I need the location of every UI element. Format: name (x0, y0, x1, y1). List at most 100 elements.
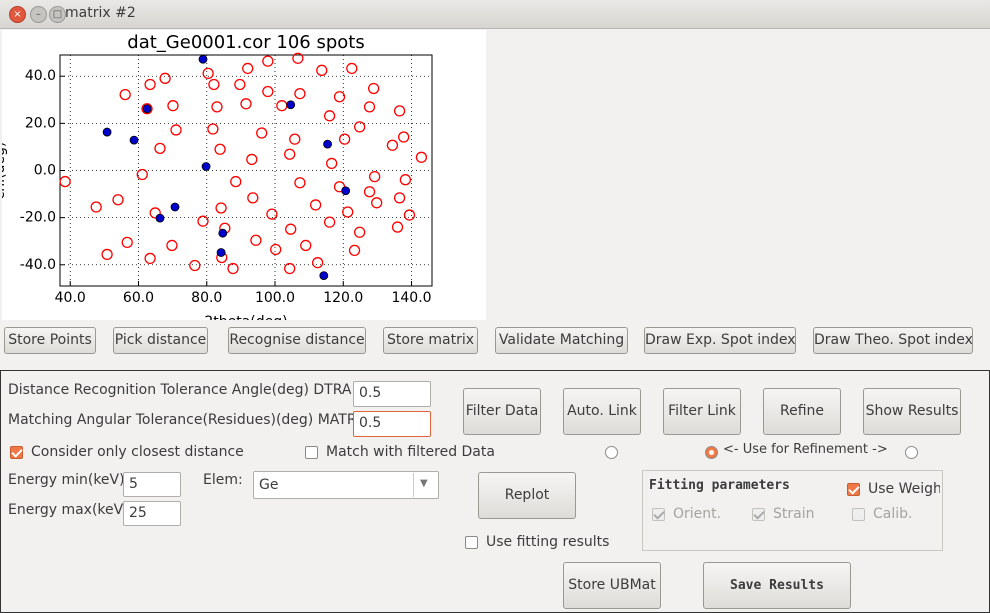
checkbox-label: Consider only closest distance (31, 444, 244, 460)
button[interactable]: Filter Link (663, 388, 741, 435)
emax-spinbox[interactable]: 25 (123, 501, 181, 526)
combo-arrow: ▼ (420, 478, 428, 489)
minimize-button[interactable]: – (30, 6, 47, 23)
data-point (129, 135, 139, 145)
data-point (216, 248, 226, 257)
close-button[interactable]: × (9, 6, 26, 23)
data-point (284, 262, 296, 275)
data-point (159, 72, 171, 84)
data-point (112, 194, 124, 206)
data-point (189, 259, 201, 272)
data-point (393, 105, 406, 117)
button[interactable]: Store Points (4, 327, 96, 354)
checkbox-label: Calib. (873, 506, 913, 522)
checkbox-label: Use Weights (868, 481, 940, 497)
data-point (289, 133, 301, 145)
data-point (59, 175, 71, 188)
data-point (256, 127, 268, 139)
data-point (250, 234, 262, 246)
radio[interactable] (605, 446, 618, 459)
x-tick-label: 60.0 (123, 290, 154, 306)
dtra-input[interactable]: 0.5 (353, 381, 431, 407)
checkbox[interactable] (305, 446, 318, 459)
button[interactable]: Validate Matching (495, 327, 628, 354)
y-axis-label: chi(deg) (2, 142, 8, 200)
checkbox-label: Match with filtered Data (326, 444, 495, 460)
data-point (348, 244, 361, 257)
data-point (230, 175, 242, 188)
button[interactable]: Filter Data (463, 388, 541, 435)
checkbox (852, 508, 865, 521)
data-point (141, 103, 153, 115)
elem-combobox[interactable]: Ge (253, 471, 439, 499)
save-results-button[interactable]: Save Results (703, 562, 851, 609)
emin-spinbox[interactable]: 5 (123, 472, 181, 497)
button[interactable]: Pick distance (113, 327, 208, 354)
data-point (214, 143, 226, 155)
button[interactable]: Draw Theo. Spot index (813, 327, 973, 354)
data-point (136, 168, 148, 181)
button[interactable]: Show Results (863, 388, 961, 435)
checkbox[interactable] (10, 446, 23, 459)
button[interactable]: Draw Exp. Spot index (644, 327, 796, 354)
data-point (208, 78, 220, 91)
data-point (218, 228, 228, 238)
data-point (294, 177, 306, 189)
data-point (144, 78, 156, 91)
data-point (207, 123, 219, 135)
data-point (294, 88, 306, 100)
data-point (333, 91, 346, 103)
data-point (215, 202, 227, 214)
combo-divider (413, 473, 414, 497)
button[interactable]: Auto. Link (563, 388, 641, 435)
button[interactable]: Store matrix (383, 327, 478, 354)
data-point (211, 101, 223, 113)
checkbox[interactable] (465, 536, 478, 549)
x-tick-label: 40.0 (55, 290, 86, 306)
data-point (155, 213, 165, 223)
data-point (391, 221, 404, 233)
store-ubmat-button[interactable]: Store UBMat (563, 562, 661, 609)
data-point (346, 62, 358, 75)
radio[interactable] (905, 446, 918, 459)
maximize-button[interactable]: □ (49, 6, 66, 23)
data-point (242, 62, 254, 75)
data-point (227, 262, 239, 275)
checkbox[interactable] (847, 483, 860, 496)
data-point (309, 199, 322, 211)
emin-label: Energy min(keV): (8, 472, 130, 488)
data-point (201, 162, 211, 171)
data-point (312, 257, 324, 269)
data-point (353, 121, 366, 133)
data-point (198, 54, 208, 64)
data-point (338, 133, 351, 145)
x-tick-label: 140.0 (391, 290, 431, 306)
button[interactable]: Refine (763, 388, 841, 435)
plot-frame (59, 54, 433, 287)
window-title: matrix #2 (65, 5, 136, 21)
matr-input[interactable]: 0.5 (353, 411, 431, 437)
data-point (276, 100, 288, 112)
data-point (270, 243, 282, 256)
dtra-label: Distance Recognition Tolerance Angle(deg… (8, 382, 352, 398)
data-point (144, 252, 156, 265)
data-point (367, 82, 380, 95)
data-point (262, 55, 274, 67)
y-tick-label: 40.0 (25, 68, 56, 84)
data-point (119, 88, 131, 101)
data-point (234, 78, 246, 91)
data-point (403, 209, 416, 221)
replot-button[interactable]: Replot (478, 472, 576, 519)
y-tick-label: -40.0 (20, 257, 56, 273)
radio-label: <- Use for Refinement -> (723, 442, 888, 457)
data-point (319, 271, 329, 281)
button[interactable]: Recognise distance (228, 327, 366, 354)
checkbox-label: Use fitting results (486, 534, 610, 550)
data-point (247, 192, 259, 204)
radio[interactable] (705, 446, 718, 459)
data-point (369, 170, 381, 183)
data-point (398, 131, 410, 143)
data-point (166, 239, 178, 252)
emax-label: Energy max(keV): (8, 502, 134, 518)
data-point (353, 226, 366, 238)
